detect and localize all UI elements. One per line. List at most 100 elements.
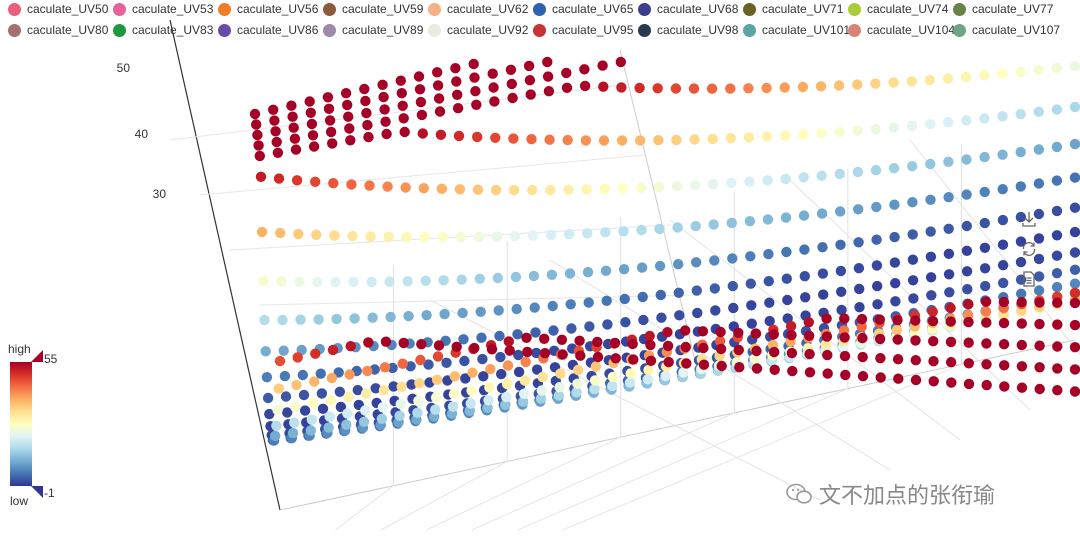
visual-map-high-handle[interactable] [31,350,43,362]
data-point [799,244,810,255]
data-point [1016,297,1027,308]
legend-item[interactable]: caculate_UV65 [533,2,633,16]
data-point [574,335,585,346]
data-point [261,372,273,383]
data-point [572,378,583,389]
data-point [280,391,292,402]
data-point [452,89,463,101]
data-point [523,60,535,72]
visual-map-high-label: high [8,342,31,356]
data-point [997,214,1009,226]
data-point [566,323,577,334]
data-point [822,368,833,379]
data-point [1069,342,1080,353]
data-point [871,260,883,271]
legend-item[interactable]: caculate_UV50 [8,2,108,16]
data-point [474,273,485,284]
data-point [979,70,990,81]
data-point [299,405,311,416]
data-point [891,324,903,336]
data-point [420,275,431,286]
legend-item[interactable]: caculate_UV59 [323,2,423,16]
data-point [273,383,284,394]
grid-3d [169,19,1080,531]
legend-item[interactable]: caculate_UV107 [953,23,1060,37]
data-point [395,75,406,86]
data-point [979,217,990,229]
data-point [416,109,428,121]
data-point [579,64,590,75]
legend-item[interactable]: caculate_UV104 [848,23,955,37]
restore-icon[interactable] [1020,240,1038,258]
download-icon[interactable] [1020,210,1038,228]
data-point [494,330,505,342]
data-point [979,151,990,163]
legend-item[interactable]: caculate_UV98 [638,23,738,37]
data-point [379,362,391,373]
data-point [343,111,354,122]
data-point [943,156,954,167]
data-point [1051,268,1063,279]
data-point [744,216,756,227]
data-point [306,414,318,425]
legend-swatch-icon [533,23,546,37]
data-point [383,231,394,243]
data-point [981,338,992,349]
visual-map-low-handle[interactable] [31,486,43,498]
data-point [960,71,972,83]
data-point [610,353,621,364]
legend-swatch-icon [533,2,546,16]
legend-swatch-icon [638,23,651,37]
data-point [343,391,354,403]
legend-item[interactable]: caculate_UV92 [428,23,528,37]
data-point [556,334,568,345]
data-point [906,120,918,132]
legend-item[interactable]: caculate_UV53 [113,2,213,16]
legend-label: caculate_UV86 [237,23,319,37]
data-point [1016,382,1028,393]
data-point [709,255,720,266]
data-point [833,80,845,91]
data-point [378,385,390,396]
legend-item[interactable]: caculate_UV95 [533,23,633,37]
data-point [489,96,500,107]
data-point [928,356,939,367]
legend-item[interactable]: caculate_UV71 [743,2,843,16]
data-point [589,375,601,386]
data-point [322,92,334,103]
data-point [671,180,683,192]
data-point [262,392,274,404]
legend-item[interactable]: caculate_UV86 [218,23,318,37]
data-point [527,184,538,196]
legend-label: caculate_UV104 [867,23,956,37]
data-point [746,318,757,329]
legend-item[interactable]: caculate_UV83 [113,23,213,37]
legend-item[interactable]: caculate_UV68 [638,2,738,16]
data-point [395,398,406,410]
data-view-icon[interactable] [1020,270,1038,288]
data-point [943,248,955,259]
data-point [359,83,370,95]
data-point [500,399,511,410]
data-point [379,104,390,115]
legend-item[interactable]: caculate_UV80 [8,23,108,37]
data-point [852,125,863,136]
data-point [908,293,919,304]
legend-item[interactable]: caculate_UV62 [428,2,528,16]
data-point [1051,62,1063,74]
legend-item[interactable]: caculate_UV74 [848,2,948,16]
data-point [750,328,762,339]
legend-item[interactable]: caculate_UV77 [953,2,1053,16]
data-point [780,173,791,185]
legend-item[interactable]: caculate_UV101 [743,23,850,37]
data-point [413,395,424,406]
data-point [654,260,666,272]
data-point [377,79,388,91]
data-point [518,388,530,399]
legend-item[interactable]: caculate_UV56 [218,2,318,16]
data-point [580,135,592,146]
legend-item[interactable]: caculate_UV89 [323,23,423,37]
data-point [289,417,300,428]
data-point [268,104,279,116]
legend-swatch-icon [638,2,651,16]
